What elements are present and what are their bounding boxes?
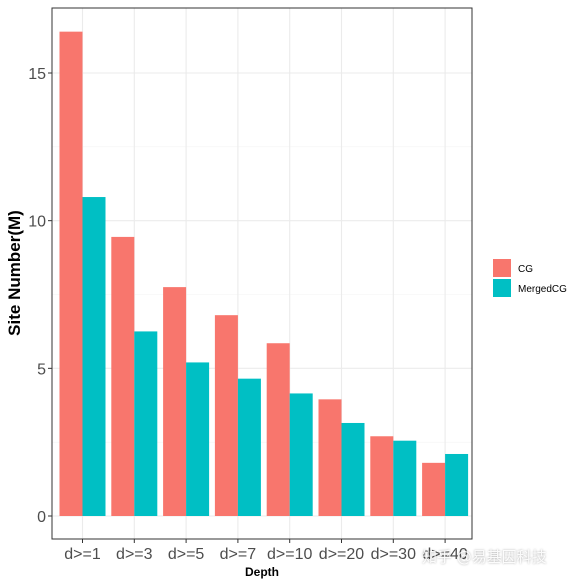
y-tick-label: 5 [37, 361, 46, 378]
x-tick-label: d>=40 [422, 546, 467, 563]
watermark: 知乎 @易基因科技 [422, 548, 547, 566]
bar-mergedcg-2 [134, 331, 158, 516]
y-tick-label: 15 [28, 66, 46, 83]
panel-border [51, 7, 473, 540]
x-axis-title: Depth [245, 565, 279, 579]
legend-key-mergedcg [493, 279, 511, 297]
bar-mergedcg-5 [289, 393, 313, 516]
y-axis-title: Site Number(M) [5, 210, 24, 336]
legend-label-cg: CG [518, 264, 533, 275]
bar-mergedcg-7 [393, 440, 417, 516]
bar-cg-6 [318, 399, 342, 516]
bar-cg-3 [163, 287, 187, 516]
bar-cg-2 [111, 236, 135, 516]
x-tick-label: d>=7 [220, 546, 257, 563]
x-tick-label: d>=3 [116, 546, 153, 563]
y-tick-label: 10 [28, 214, 46, 231]
x-tick-label: d>=20 [319, 546, 364, 563]
bar-cg-1 [59, 31, 83, 517]
x-tick-label: d>=30 [371, 546, 416, 563]
y-axis-ticks: 0 5 10 15 [28, 66, 52, 526]
y-tick-label: 0 [37, 509, 46, 526]
bar-mergedcg-8 [445, 453, 469, 516]
legend: CG MergedCG [493, 259, 567, 297]
bars [59, 31, 469, 517]
bar-mergedcg-3 [186, 362, 210, 516]
x-axis-ticks: d>=1 d>=3 d>=5 d>=7 d>=10 d>=20 d>=30 d>=40 [64, 539, 468, 563]
bar-cg-4 [214, 315, 238, 516]
bar-cg-5 [266, 343, 290, 516]
x-tick-label: d>=5 [168, 546, 205, 563]
bar-mergedcg-4 [237, 378, 261, 516]
bar-cg-7 [370, 436, 394, 516]
x-tick-label: d>=1 [64, 546, 101, 563]
legend-key-cg [493, 259, 511, 277]
bar-cg-8 [422, 462, 446, 516]
legend-label-mergedcg: MergedCG [518, 284, 567, 295]
bar-mergedcg-1 [82, 197, 106, 517]
bar-mergedcg-6 [341, 422, 365, 516]
x-tick-label: d>=10 [267, 546, 312, 563]
